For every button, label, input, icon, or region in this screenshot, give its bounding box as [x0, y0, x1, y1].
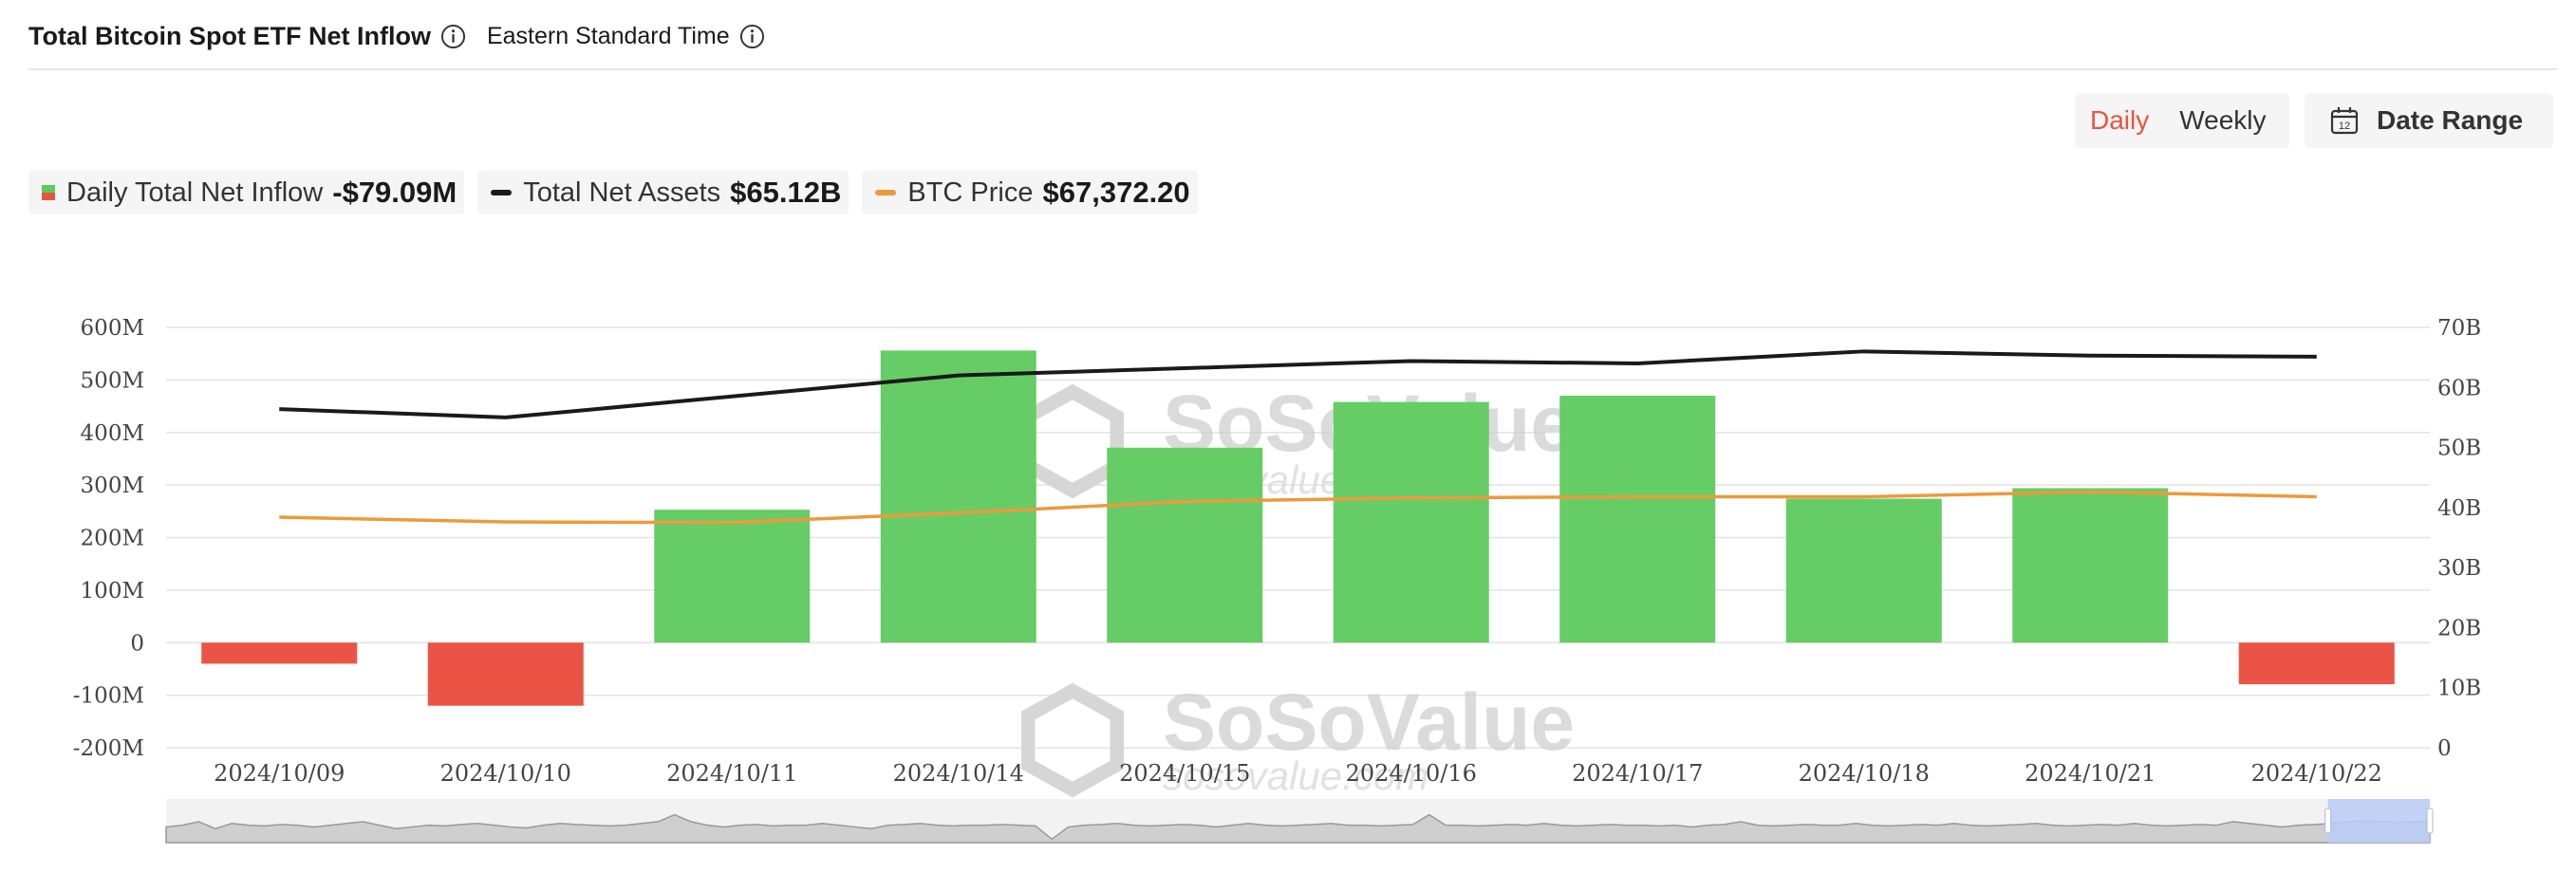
y-right-tick-label: 60B — [2437, 376, 2481, 400]
inflow-swatch-icon — [42, 185, 55, 200]
timezone-label: Eastern Standard Time — [486, 22, 730, 49]
x-tick-label: 2024/10/21 — [2025, 760, 2156, 787]
x-tick-label: 2024/10/15 — [1119, 760, 1250, 787]
navigator-handle[interactable] — [2426, 808, 2434, 834]
y-right-tick-label: 70B — [2437, 316, 2481, 341]
y-left-tick-label: 0 — [130, 631, 144, 656]
legend-assets-label: Total Net Assets — [523, 177, 721, 208]
y-left-tick-label: 600M — [81, 316, 144, 341]
daily-button[interactable]: Daily — [2090, 105, 2150, 135]
inflow-bar — [427, 642, 584, 706]
y-right-tick-label: 40B — [2437, 496, 2481, 521]
x-tick-label: 2024/10/14 — [893, 760, 1024, 787]
legend-btc-value: $67,372.20 — [1042, 176, 1190, 209]
y-left-tick-label: 100M — [81, 579, 144, 604]
x-tick-label: 2024/10/18 — [1799, 760, 1930, 787]
x-tick-label: 2024/10/17 — [1572, 760, 1703, 787]
date-range-label: Date Range — [2377, 105, 2524, 135]
chart-header: Total Bitcoin Spot ETF Net Inflow Easter… — [28, 13, 765, 59]
y-right-tick-label: 20B — [2437, 616, 2481, 641]
watermark-url: sosovalue.com — [1163, 753, 1428, 798]
inflow-bar — [880, 350, 1036, 643]
watermark-logo-icon — [1020, 383, 1125, 499]
x-tick-label: 2024/10/16 — [1346, 760, 1477, 787]
assets-line — [279, 349, 2317, 419]
inflow-bar — [1107, 447, 1263, 643]
y-left-tick-label: -200M — [73, 736, 144, 761]
x-tick-label: 2024/10/11 — [666, 760, 797, 787]
inflow-bar — [1559, 395, 1716, 643]
y-left-tick-label: 300M — [81, 474, 144, 498]
y-left-tick-label: -100M — [73, 684, 144, 709]
legend-inflow-value: -$79.09M — [332, 176, 457, 209]
x-tick-label: 2024/10/22 — [2251, 760, 2382, 787]
legend-item-assets[interactable]: Total Net Assets $65.12B — [477, 171, 849, 214]
btc-price-line — [279, 490, 2317, 525]
calendar-icon: 12 — [2330, 107, 2359, 135]
navigator-selection[interactable] — [2327, 799, 2430, 843]
weekly-button[interactable]: Weekly — [2179, 105, 2267, 135]
legend-inflow-label: Daily Total Net Inflow — [66, 177, 324, 208]
watermark-brand: SoSoValue — [1163, 678, 1575, 767]
header-divider — [28, 68, 2557, 70]
inflow-bar — [1333, 401, 1489, 643]
period-toggle: Daily Weekly — [2075, 93, 2289, 148]
y-right-tick-label: 0 — [2437, 736, 2452, 761]
x-tick-label: 2024/10/10 — [440, 760, 571, 787]
info-icon[interactable] — [440, 24, 466, 49]
inflow-bar — [654, 510, 811, 643]
assets-swatch-icon — [491, 190, 513, 195]
legend-assets-value: $65.12B — [730, 176, 842, 209]
legend-item-inflow[interactable]: Daily Total Net Inflow -$79.09M — [28, 171, 465, 214]
timezone-info-icon[interactable] — [739, 24, 765, 49]
watermark-logo-icon — [1020, 682, 1125, 798]
y-right-tick-label: 50B — [2437, 437, 2481, 461]
inflow-bar — [1785, 498, 1942, 643]
inflow-bar — [2012, 488, 2169, 643]
inflow-bar — [201, 642, 358, 664]
legend-btc-label: BTC Price — [907, 177, 1034, 208]
date-range-button[interactable]: 12 Date Range — [2305, 93, 2553, 148]
y-right-tick-label: 10B — [2437, 677, 2481, 701]
legend-item-btc[interactable]: BTC Price $67,372.20 — [862, 171, 1198, 214]
chart-legend: Daily Total Net Inflow -$79.09M Total Ne… — [28, 171, 1198, 214]
chart-title: Total Bitcoin Spot ETF Net Inflow — [28, 21, 431, 50]
btc-swatch-icon — [875, 190, 897, 195]
navigator-area — [165, 813, 2431, 844]
x-tick-label: 2024/10/09 — [214, 760, 345, 787]
calendar-day-text: 12 — [2339, 121, 2350, 132]
inflow-bar — [2238, 642, 2395, 685]
y-left-tick-label: 400M — [81, 421, 144, 446]
navigator-handle[interactable] — [2324, 808, 2332, 834]
y-right-tick-label: 30B — [2437, 556, 2481, 581]
y-left-tick-label: 200M — [81, 527, 144, 551]
y-left-tick-label: 500M — [81, 368, 144, 393]
